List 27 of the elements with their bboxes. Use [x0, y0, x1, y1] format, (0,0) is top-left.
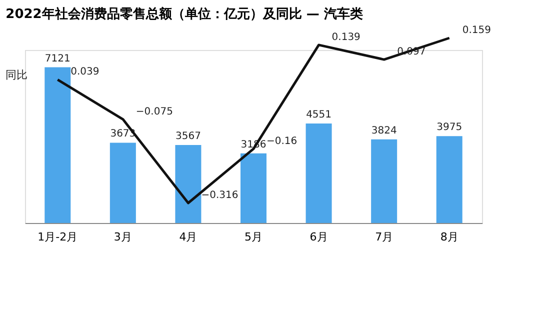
bar — [44, 67, 71, 223]
data-label: −0.075 — [136, 106, 173, 118]
x-tick-label: 1月-2月 — [38, 230, 78, 244]
x-tick-label: 6月 — [310, 230, 328, 244]
data-label: 0.039 — [70, 66, 100, 78]
bar — [110, 142, 136, 223]
data-label: 3824 — [371, 125, 397, 136]
data-label: 3567 — [175, 131, 201, 142]
text: 同比 — [6, 68, 28, 82]
x-tick-label: 4月 — [179, 230, 198, 244]
bar — [175, 145, 202, 223]
x-tick-label: 7月 — [375, 230, 394, 244]
bar — [371, 139, 398, 223]
chart-title: 2022年社会消费品零售总额（单位：亿元）及同比 — 汽车类 — [6, 6, 363, 22]
data-label: 4551 — [306, 109, 332, 120]
x-tick-label: 3月 — [114, 230, 132, 244]
x-tick-label: 5月 — [244, 230, 262, 244]
data-label: 0.159 — [462, 25, 491, 36]
data-label: −0.316 — [201, 190, 238, 201]
data-label: −0.16 — [266, 136, 298, 147]
data-label: 3975 — [436, 122, 462, 134]
data-label: 7121 — [44, 53, 70, 64]
bar — [436, 136, 462, 223]
x-tick-label: 8月 — [440, 230, 458, 244]
bar — [306, 123, 332, 223]
bar — [240, 153, 266, 223]
data-label: 0.139 — [332, 32, 360, 43]
